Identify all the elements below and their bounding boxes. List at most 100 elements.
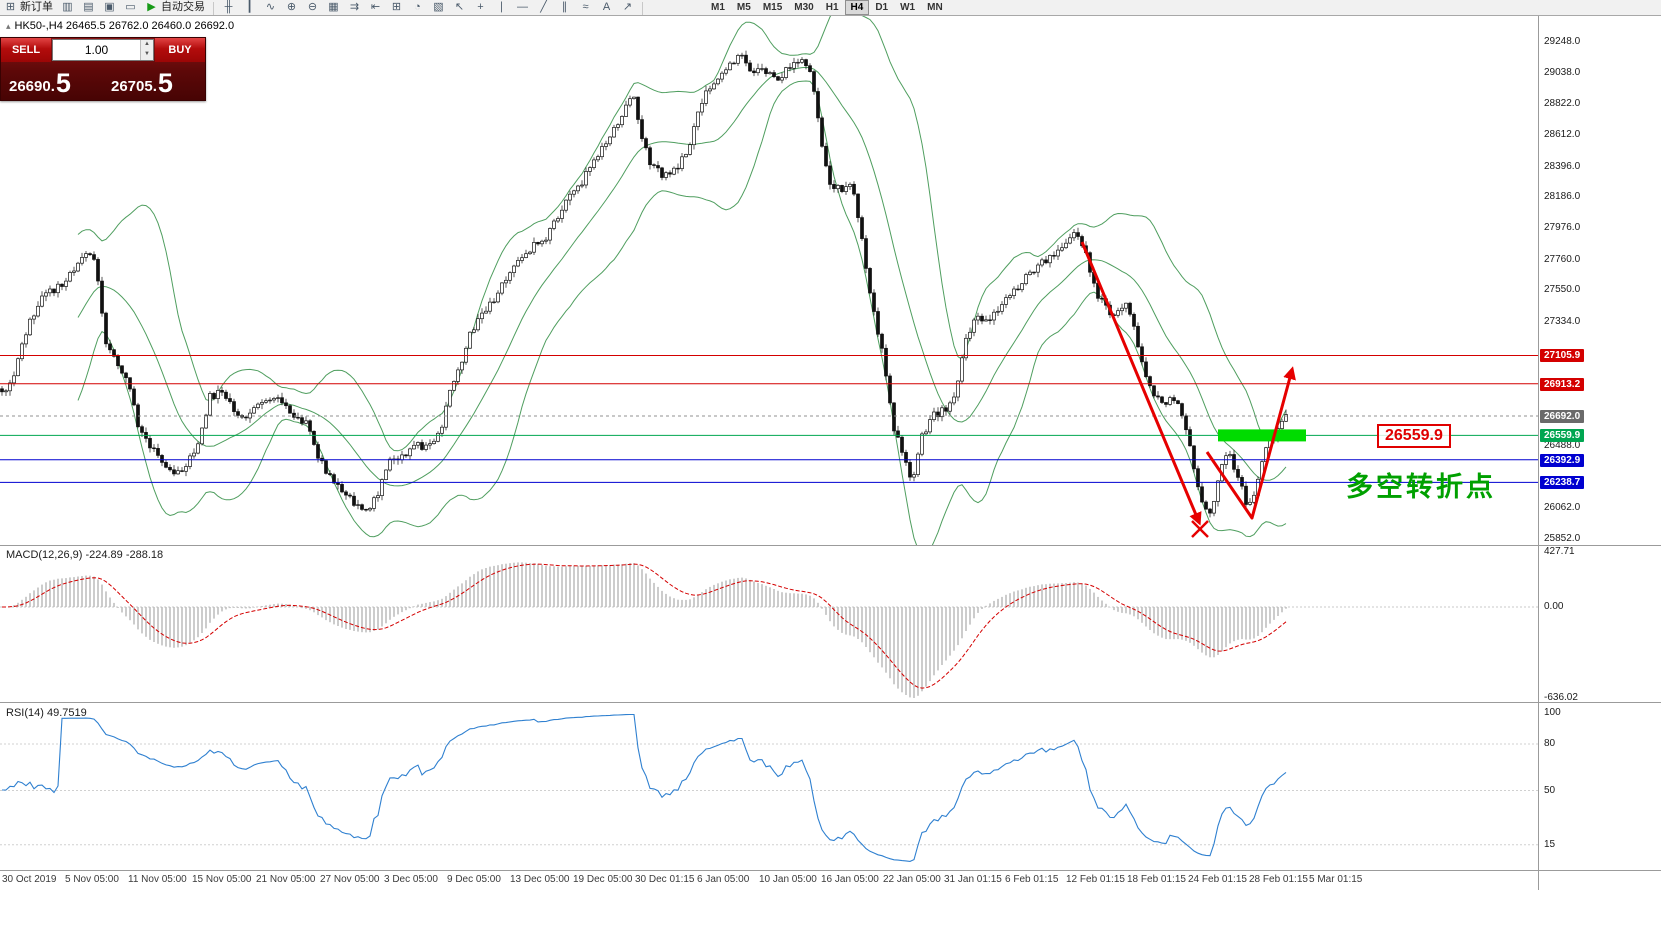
toolbar-left-group: ⊞ 新订单 ▥ ▤ ▣ ▭ ▶ 自动交易 xyxy=(0,0,209,15)
buy-price: 26705. 5 xyxy=(103,62,205,100)
zoom-in-icon[interactable]: ⊕ xyxy=(281,0,302,14)
indicators-icon[interactable]: ⊞ xyxy=(386,0,407,14)
buy-button[interactable]: BUY xyxy=(155,38,205,62)
terminal-button[interactable]: ▭ xyxy=(120,0,141,14)
axis-tick-label: 80 xyxy=(1544,738,1556,749)
trendline-icon[interactable]: ╱ xyxy=(533,0,554,14)
price-tag: 26392.9 xyxy=(1540,453,1585,467)
time-axis-label: 28 Feb 01:15 xyxy=(1249,874,1308,885)
axis-tick-label: 27334.0 xyxy=(1544,316,1581,328)
macd-indicator-canvas[interactable] xyxy=(0,546,1538,702)
templates-icon[interactable]: ▧ xyxy=(428,0,449,14)
price-axis[interactable]: 29248.0 29038.0 28822.0 28612.0 28396.0 28186… xyxy=(1539,0,1661,890)
volume-value[interactable]: 1.00 xyxy=(84,43,109,57)
axis-tick-label: 28396.0 xyxy=(1544,160,1581,172)
bar-chart-icon[interactable]: ╫ xyxy=(218,0,239,14)
time-axis-label: 31 Jan 01:15 xyxy=(944,874,1002,885)
toolbar-tools-group: ╫ ┃ ∿ ⊕ ⊖ ▦ ⇉ ⇤ ⊞ ◔ ▧ ↖ + ∣ ― ╱ ∥ ≈ A ↗ xyxy=(218,0,638,15)
text-label-icon[interactable]: A xyxy=(596,0,617,14)
volume-spinner: ▲ ▼ xyxy=(140,40,153,60)
time-axis-label: 21 Nov 05:00 xyxy=(256,874,316,885)
chart-shift-icon: ⇤ xyxy=(370,1,381,13)
sell-price: 26690. 5 xyxy=(1,62,103,100)
time-axis-label: 16 Jan 05:00 xyxy=(821,874,879,885)
templates-icon: ▧ xyxy=(433,1,444,13)
time-axis-label: 22 Jan 05:00 xyxy=(883,874,941,885)
volume-field[interactable]: 1.00 ▲ ▼ xyxy=(52,39,154,61)
pane-separator[interactable] xyxy=(0,702,1661,703)
timeframe-button-h1[interactable]: H1 xyxy=(825,2,839,13)
one-click-toggle-icon[interactable]: ▴ xyxy=(6,20,11,31)
new-order-button-label: 新订单 xyxy=(20,1,53,13)
axis-tick-label: 50 xyxy=(1544,784,1556,796)
navigator-button[interactable]: ▣ xyxy=(99,0,120,14)
macd-indicator-label: MACD(12,26,9) -224.89 -288.18 xyxy=(6,549,164,561)
crosshair-icon[interactable]: + xyxy=(470,0,491,14)
candlestick-chart-icon[interactable]: ┃ xyxy=(239,0,260,14)
axis-tick-label: 28822.0 xyxy=(1544,98,1581,110)
trendline-icon: ╱ xyxy=(540,1,547,13)
new-order-icon: ⊞ xyxy=(5,1,16,13)
autotrading-button[interactable]: ▶ 自动交易 xyxy=(141,0,209,14)
pane-separator[interactable] xyxy=(0,870,1661,871)
horizontal-line-icon: ― xyxy=(517,1,528,13)
tile-windows-icon: ▦ xyxy=(328,1,339,13)
channel-icon[interactable]: ∥ xyxy=(554,0,575,14)
time-axis-label: 27 Nov 05:00 xyxy=(320,874,380,885)
time-axis-label: 10 Jan 05:00 xyxy=(759,874,817,885)
timeframe-button-h4[interactable]: H4 xyxy=(844,0,870,15)
line-chart-icon[interactable]: ∿ xyxy=(260,0,281,14)
fibonacci-icon[interactable]: ≈ xyxy=(575,0,596,14)
timeframe-button-mn[interactable]: MN xyxy=(927,2,943,13)
main-toolbar: ⊞ 新订单 ▥ ▤ ▣ ▭ ▶ 自动交易 ╫ ┃ ∿ ⊕ ⊖ ▦ ⇉ ⇤ ⊞ ◔ ▧ ↖ + ∣ ― ╱ ∥ ≈ A ↗ M1 M5 M… xyxy=(0,0,1661,16)
turning-point-annotation: 多空转折点 xyxy=(1346,472,1496,502)
rsi-indicator-canvas[interactable] xyxy=(0,703,1538,870)
time-axis[interactable]: 30 Oct 2019 5 Nov 05:00 11 Nov 05:00 15 Nov… xyxy=(0,871,1538,890)
vertical-line-icon[interactable]: ∣ xyxy=(491,0,512,14)
auto-scroll-icon[interactable]: ⇉ xyxy=(344,0,365,14)
time-axis-label: 3 Dec 05:00 xyxy=(384,874,438,885)
volume-down-button[interactable]: ▼ xyxy=(141,50,153,60)
price-chart-canvas[interactable] xyxy=(0,16,1538,545)
text-label-icon: A xyxy=(602,1,611,13)
timeframe-button-m30[interactable]: M30 xyxy=(794,2,814,13)
autotrading-button-label: 自动交易 xyxy=(161,1,205,13)
time-axis-label: 30 Oct 2019 xyxy=(2,874,57,885)
data-window-button[interactable]: ▤ xyxy=(78,0,99,14)
tile-windows-icon[interactable]: ▦ xyxy=(323,0,344,14)
zoom-out-icon[interactable]: ⊖ xyxy=(302,0,323,14)
pane-separator[interactable] xyxy=(0,545,1661,546)
market-watch-button[interactable]: ▥ xyxy=(57,0,78,14)
periods-icon[interactable]: ◔ xyxy=(407,0,428,14)
zoom-out-icon: ⊖ xyxy=(307,1,318,13)
sell-button[interactable]: SELL xyxy=(1,38,51,62)
time-axis-label: 9 Dec 05:00 xyxy=(447,874,501,885)
price-axis-separator[interactable] xyxy=(1538,16,1539,890)
price-tag: 27105.9 xyxy=(1540,349,1585,363)
periods-icon: ◔ xyxy=(414,1,421,13)
time-axis-label: 18 Feb 01:15 xyxy=(1127,874,1186,885)
volume-up-button[interactable]: ▲ xyxy=(141,40,153,50)
cursor-icon[interactable]: ↖ xyxy=(449,0,470,14)
horizontal-line-icon[interactable]: ― xyxy=(512,0,533,14)
time-axis-label: 6 Feb 01:15 xyxy=(1005,874,1059,885)
axis-tick-label: 27550.0 xyxy=(1544,284,1581,296)
axis-tick-label: 28612.0 xyxy=(1544,129,1581,140)
new-order-button[interactable]: ⊞ 新订单 xyxy=(0,0,57,14)
axis-tick-label: 0.00 xyxy=(1544,601,1564,612)
timeframe-button-m1[interactable]: M1 xyxy=(711,2,725,13)
time-axis-label: 15 Nov 05:00 xyxy=(192,874,252,885)
timeframe-button-d1[interactable]: D1 xyxy=(875,2,889,13)
sell-price-main: 26690. xyxy=(9,78,55,95)
fibonacci-icon: ≈ xyxy=(582,1,589,13)
timeframe-button-w1[interactable]: W1 xyxy=(900,2,916,13)
timeframe-button-m15[interactable]: M15 xyxy=(762,2,783,13)
data-window-icon: ▤ xyxy=(83,1,94,13)
chart-shift-icon[interactable]: ⇤ xyxy=(365,0,386,14)
price-tag: 26238.7 xyxy=(1540,476,1585,490)
timeframe-button-m5[interactable]: M5 xyxy=(736,2,751,13)
arrow-objects-icon[interactable]: ↗ xyxy=(617,0,638,14)
time-axis-label: 5 Mar 01:15 xyxy=(1309,874,1363,885)
time-axis-label: 5 Nov 05:00 xyxy=(65,874,119,885)
